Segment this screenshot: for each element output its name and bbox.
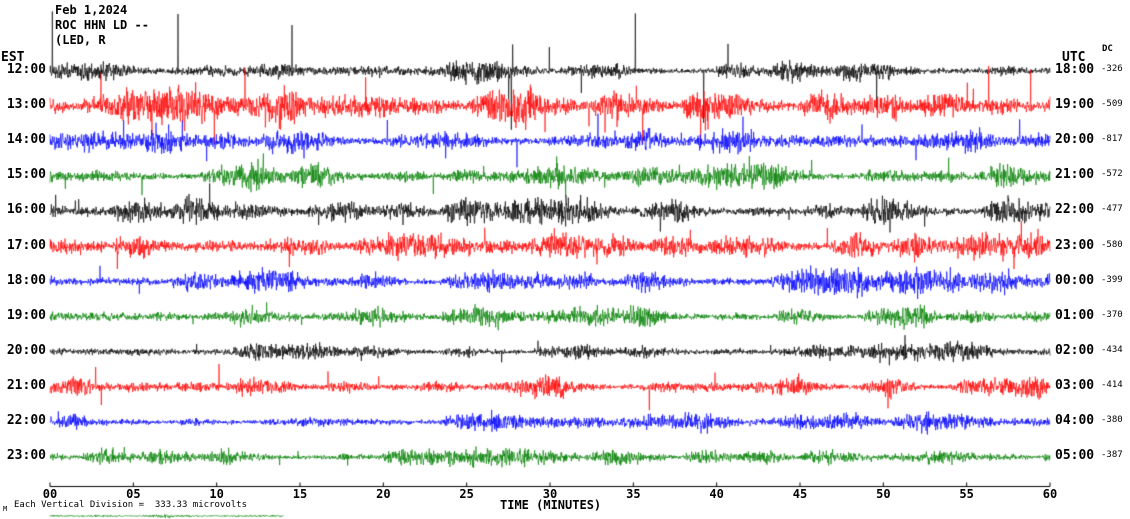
scale-marker: M	[3, 505, 8, 513]
dc-value: -572	[1101, 169, 1123, 180]
x-tick-label: 25	[459, 487, 474, 501]
dc-value: -326	[1101, 64, 1123, 74]
dc-value: -414	[1101, 379, 1123, 390]
left-time-label: 13:00	[6, 97, 46, 113]
dc-value: -380	[1101, 415, 1123, 425]
x-tick-label: 20	[376, 487, 391, 501]
right-time-label: 22:00	[1055, 202, 1095, 218]
x-tick-label: 35	[626, 487, 641, 501]
dc-axis-label: DC	[1102, 44, 1113, 54]
left-time-label: 18:00	[6, 272, 46, 288]
x-tick-label: 60	[1042, 487, 1058, 501]
left-time-label: 12:00	[6, 62, 46, 77]
left-time-label: 23:00	[6, 448, 46, 464]
dc-value: -817	[1101, 134, 1123, 145]
x-tick-label: 45	[792, 487, 808, 501]
x-tick-label: 00	[42, 487, 58, 501]
left-time-label: 22:00	[6, 413, 46, 428]
left-time-label: 16:00	[6, 202, 46, 218]
left-time-label: 20:00	[6, 342, 46, 358]
dc-value: -399	[1101, 274, 1123, 285]
left-time-label: 14:00	[6, 132, 46, 148]
right-time-label: 05:00	[1055, 448, 1095, 464]
scale-note: Each Vertical Division = 333.33 microvol…	[14, 500, 247, 510]
left-time-label: 21:00	[6, 377, 46, 393]
right-time-label: 20:00	[1055, 132, 1095, 148]
right-time-label: 04:00	[1055, 413, 1095, 428]
x-tick-label: 15	[292, 487, 308, 501]
x-tick-label: 40	[709, 487, 724, 501]
left-time-label: 15:00	[6, 167, 46, 183]
est-axis-label: EST	[1, 50, 25, 65]
dc-value: -477	[1101, 204, 1123, 215]
dc-value: -434	[1101, 344, 1123, 355]
right-time-label: 02:00	[1055, 342, 1095, 358]
utc-axis-label: UTC	[1062, 50, 1086, 65]
x-tick-label: 55	[959, 487, 974, 501]
right-time-label: 00:00	[1055, 272, 1095, 288]
dc-value: -509	[1101, 99, 1123, 110]
right-time-label: 21:00	[1055, 167, 1095, 183]
right-time-label: 03:00	[1055, 377, 1095, 393]
x-tick-label: 50	[876, 487, 891, 501]
right-time-label: 23:00	[1055, 237, 1095, 253]
x-tick-label: 05	[126, 487, 141, 501]
right-time-label: 19:00	[1055, 97, 1095, 113]
x-tick-label: 10	[209, 487, 224, 501]
left-time-label: 19:00	[6, 307, 46, 323]
x-tick-label: 30	[542, 487, 558, 501]
right-time-label: 18:00	[1055, 62, 1095, 77]
dc-value: -580	[1101, 239, 1123, 250]
left-time-label: 17:00	[6, 237, 46, 253]
right-time-label: 01:00	[1055, 307, 1095, 323]
dc-value: -387	[1101, 450, 1123, 461]
dc-value: -370	[1101, 309, 1123, 320]
x-axis-label: TIME (MINUTES)	[500, 498, 602, 512]
